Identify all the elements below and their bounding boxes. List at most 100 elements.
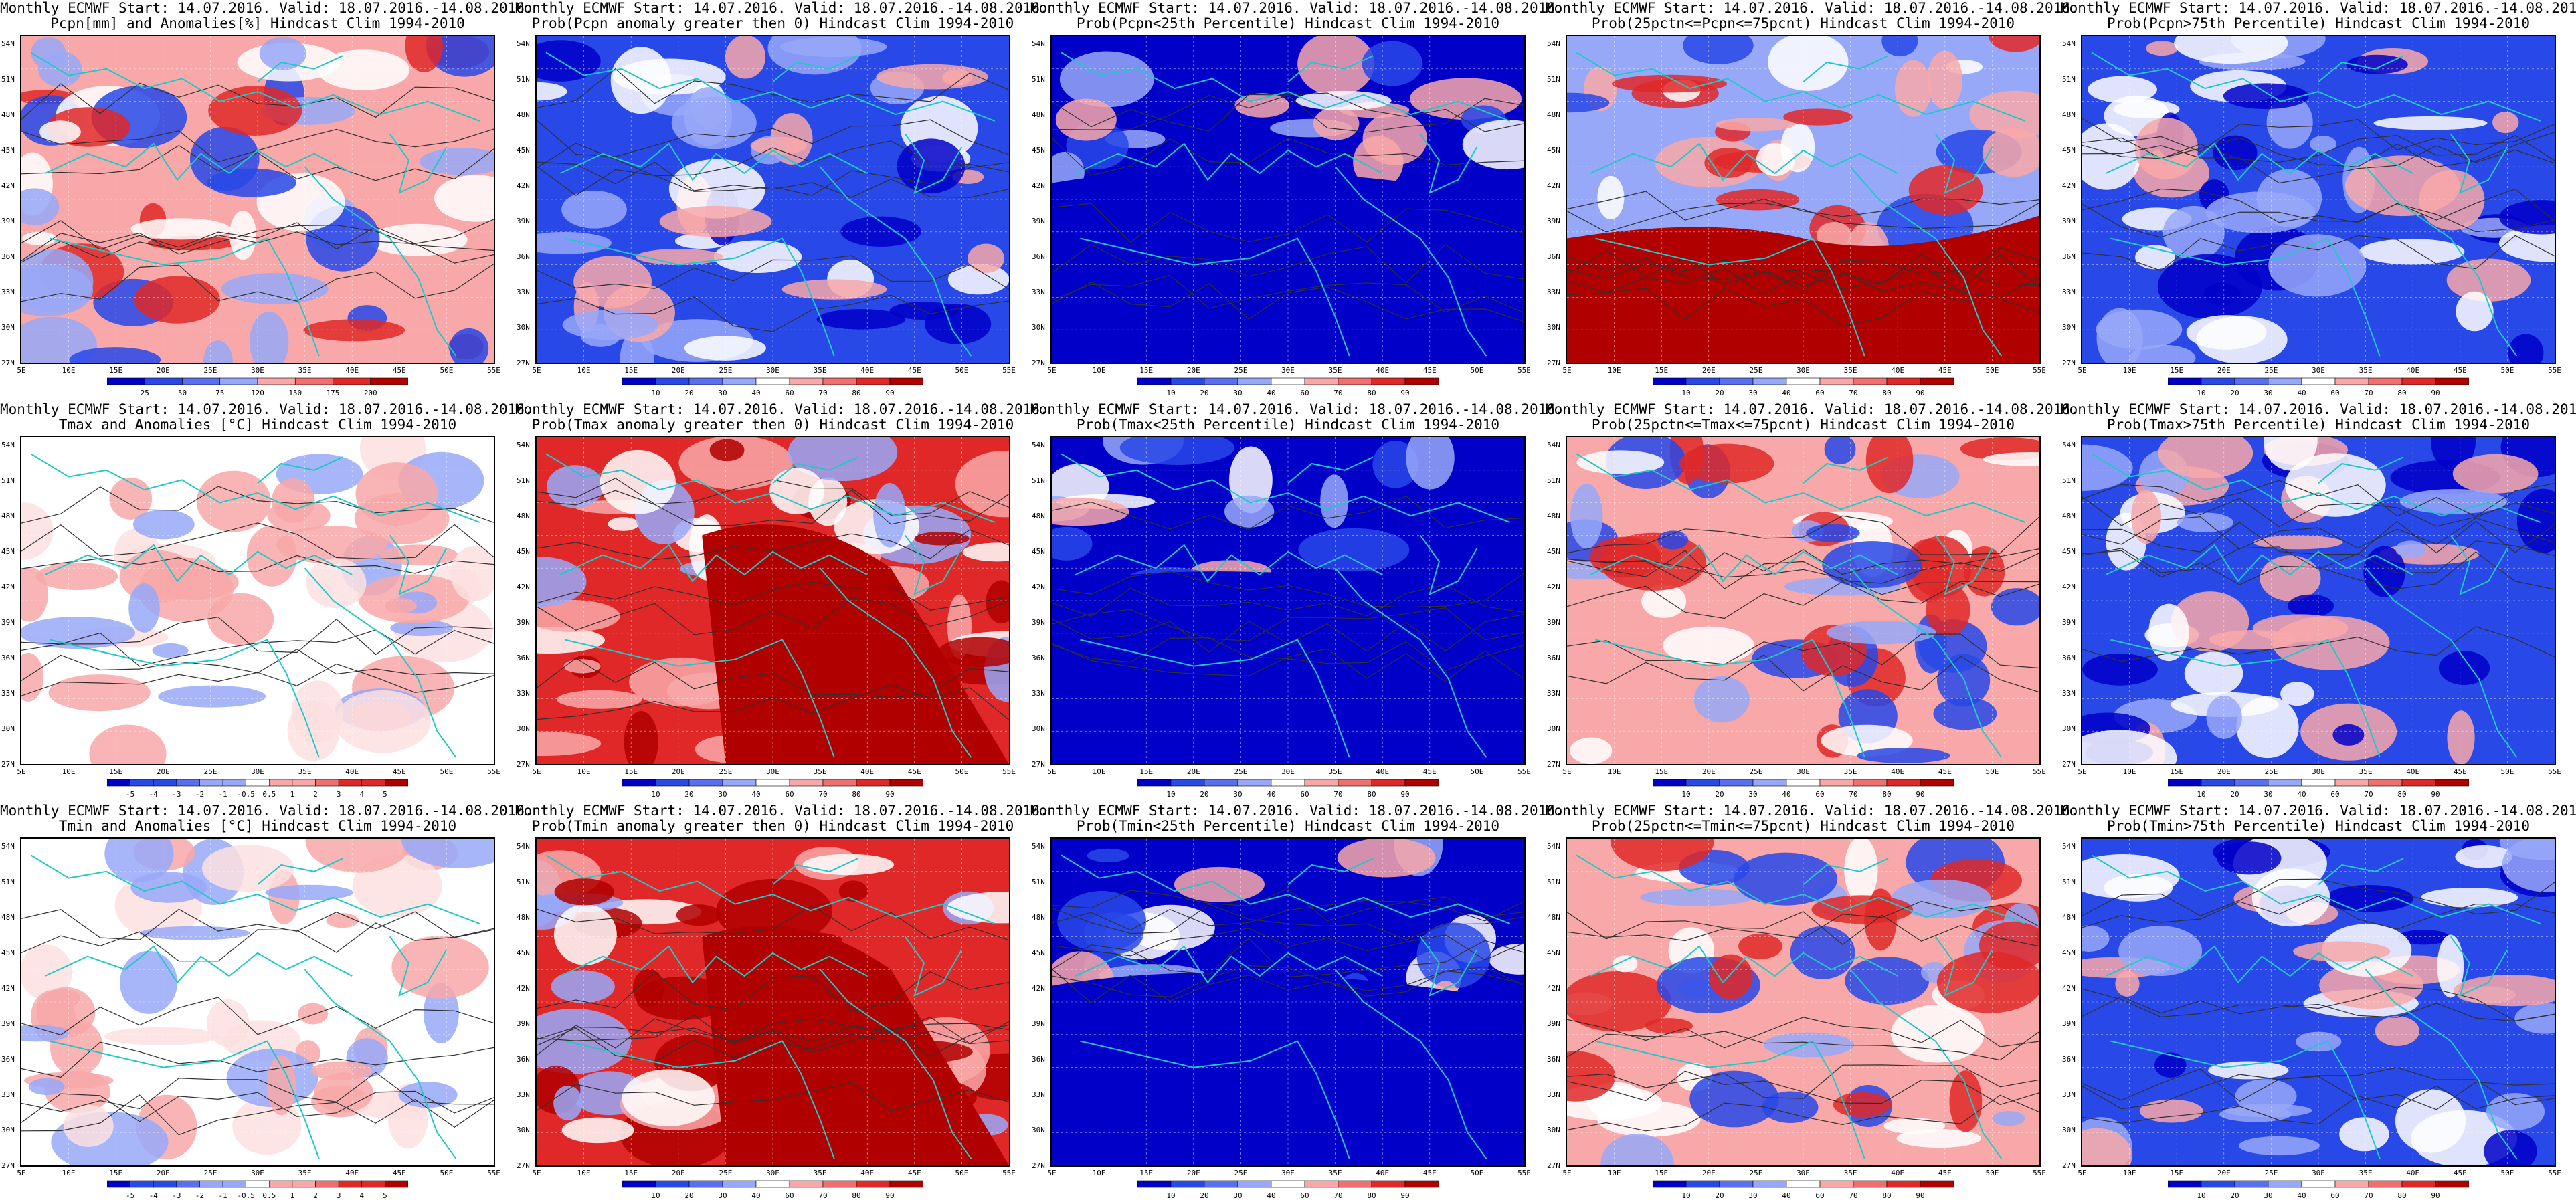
map-plot-area [535,35,1010,364]
panel-title-line2: Prob(Pcpn<25th Percentile) Hindcast Clim… [1076,15,1500,31]
latitude-label: 36N [517,1055,530,1064]
latitude-label: 39N [1547,217,1560,225]
field-blob [1297,36,1375,96]
field-blob [1865,437,1914,494]
panel-title-line2: Prob(Tmax anomaly greater then 0) Hindca… [531,417,1014,433]
contour-line [1052,571,1524,608]
coastline [30,52,480,122]
longitude-label: 10E [1607,366,1621,375]
forecast-map-panel: Monthly ECMWF Start: 14.07.2016. Valid: … [2061,401,2576,803]
colorbar-tick-label: 50 [177,389,187,397]
latitude-label: 42N [517,181,530,190]
field-blob [2088,76,2157,103]
field-blob [1679,443,1774,484]
longitude-label: 50E [1985,1169,1999,1177]
colorbar-svg [2168,1180,2469,1188]
latitude-label: 36N [1547,654,1560,662]
colorbar-swatch [1653,377,1687,385]
latitude-label: 27N [1,359,15,367]
colorbar [622,1179,923,1189]
longitude-label: 45E [392,767,406,776]
forecast-map-panel: Monthly ECMWF Start: 14.07.2016. Valid: … [1030,401,1564,803]
longitude-label: 35E [1328,1169,1342,1177]
contour-line [2082,878,2555,916]
field-blob [816,309,906,330]
latitude-label: 30N [1547,1126,1560,1134]
latitude-label: 45N [1032,948,1045,957]
field-blob [840,216,921,247]
coastline [904,936,963,997]
colorbar-tick-label: 40 [1782,1191,1791,1200]
coastline [1803,55,1889,83]
longitude-label: 15E [1655,767,1669,776]
latitude-label: 36N [1032,654,1045,662]
longitude-label: 30E [2312,1169,2325,1177]
contour-line [1567,1094,2039,1132]
longitude-label: 45E [1938,1169,1952,1177]
contour-line [537,294,1009,332]
field-blob [2217,841,2282,875]
latitude-label: 39N [517,217,530,225]
field-blob [1600,1134,1674,1165]
colorbar-swatch [2234,1180,2269,1188]
coastline [545,453,996,523]
longitude-label: 30E [251,1169,264,1177]
longitude-label: 50E [1985,366,1999,375]
field-blob [1857,748,1950,763]
field-blob [2346,54,2408,74]
colorbar-swatch [338,1180,363,1188]
latitude-label: 51N [1032,75,1045,84]
contour-line [21,522,494,560]
panel-title-line1: Monthly ECMWF Start: 14.07.2016. Valid: … [515,803,1048,819]
longitude-label: 40E [1891,1169,1905,1177]
field-blob [1790,926,1855,979]
colorbar-swatch [1237,779,1272,787]
longitude-label: 10E [2122,1169,2136,1177]
map-plot-area [1566,35,2041,364]
field-blob [2130,344,2196,363]
contour-line [1567,548,2039,583]
longitude-label: 40E [345,366,359,375]
colorbar-tick-label: 175 [326,389,340,397]
colorbar-tick-label: 3 [336,1191,341,1200]
colorbar-swatch [1886,779,1921,787]
colorbar-tick-label: 40 [751,389,761,397]
field-blob [2139,1099,2203,1123]
colorbar-tick-label: 40 [2297,389,2306,397]
coastline [772,456,858,484]
panel-title-line2: Prob(Pcpn>75th Percentile) Hindcast Clim… [2106,15,2531,31]
colorbar-swatch [655,1180,690,1188]
contour-line [21,486,494,524]
coastline [1934,534,1993,596]
field-blob [69,347,161,363]
field-blob [368,223,468,256]
colorbar-tick-label: 20 [684,1191,694,1200]
longitude-label: 35E [1328,366,1342,375]
latitude-label: 27N [517,1161,530,1170]
panel-title-line1: Monthly ECMWF Start: 14.07.2016. Valid: … [1546,803,2079,819]
field-blob [676,904,722,926]
colorbar [107,1179,408,1189]
field-blob [2104,874,2173,902]
longitude-label: 30E [766,366,779,375]
colorbar-swatch [1404,779,1439,787]
coastline [1075,544,1383,583]
longitude-label: 45E [1422,366,1437,375]
latitude-label: 42N [2062,984,2076,993]
longitude-label: 35E [298,767,312,776]
colorbar-swatch [2268,1180,2302,1188]
field-blob [450,546,494,602]
colorbar-swatch [1237,377,1272,385]
field-blob [986,580,1009,624]
colorbar-tick-label: 20 [1200,1191,1209,1200]
latitude-label: 54N [2062,39,2076,48]
contour-line [1052,92,1524,132]
longitude-label: 20E [1186,767,1200,776]
colorbar-tick-label: 10 [651,1191,660,1200]
colorbar-swatch [889,377,923,385]
contour-line [1052,274,1524,314]
latitude-label: 45N [1,948,15,957]
colorbar-tick-label: 30 [718,389,727,397]
field-blob [35,562,118,591]
map-field-svg [21,36,494,363]
